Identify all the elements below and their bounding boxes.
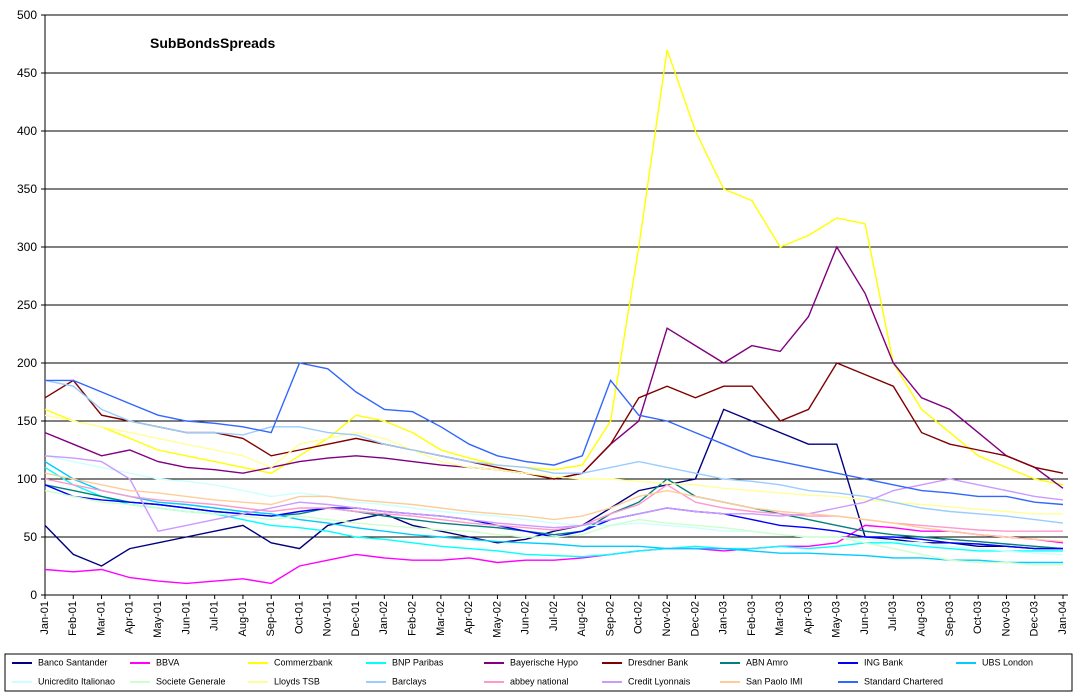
- x-tick-label: Aug-03: [916, 601, 928, 636]
- legend-label: ING Bank: [864, 657, 904, 667]
- y-tick-label: 100: [17, 472, 37, 486]
- legend: Banco Santander BBVA Commerzbank BNP Pariba…: [12, 657, 1033, 686]
- legend-label: San Paolo IMI: [746, 676, 803, 686]
- legend-label: ABN Amro: [746, 657, 788, 667]
- legend-box: [4, 653, 1073, 692]
- x-tick-label: Sep-03: [944, 601, 956, 636]
- y-tick-label: 350: [17, 182, 37, 196]
- x-tick-label: Aug-02: [576, 601, 588, 636]
- x-tick-label: Apr-03: [802, 601, 814, 634]
- series-line: [45, 362, 1064, 506]
- y-tick-label: 200: [17, 356, 37, 370]
- legend-label: BNP Paribas: [392, 657, 444, 667]
- x-tick-label: Mar-02: [435, 601, 447, 636]
- legend-label: Dresdner Bank: [628, 657, 689, 667]
- y-tick-label: 150: [17, 414, 37, 428]
- x-tick-label: Dec-02: [689, 601, 701, 636]
- x-tick-label: Oct-02: [633, 601, 645, 634]
- series-line: [44, 472, 1064, 543]
- chart-title: SubBondsSpreads: [150, 35, 275, 51]
- y-tick-label: 0: [30, 588, 37, 602]
- legend-label: Credit Lyonnais: [628, 676, 691, 686]
- y-tick-label: 400: [17, 124, 37, 138]
- x-tick-label: Mar-03: [774, 601, 786, 636]
- legend-label: Standard Chartered: [864, 676, 943, 686]
- series-line: [44, 489, 1063, 566]
- x-tick-label: Jun-03: [859, 601, 871, 635]
- x-tick-label: Feb-01: [67, 601, 79, 636]
- series-line: [44, 455, 1064, 556]
- legend-label: Unicredito Italionao: [38, 676, 115, 686]
- x-tick-label: Nov-03: [1000, 601, 1012, 636]
- x-tick-label: May-01: [152, 601, 164, 638]
- x-tick-label: Oct-03: [972, 601, 984, 634]
- series-line: [44, 408, 1063, 567]
- x-tick-label: Oct-01: [293, 601, 305, 634]
- legend-label: Lloyds TSB: [274, 676, 320, 686]
- x-tick-label: Jan-03: [718, 601, 730, 635]
- x-tick-label: Jun-01: [180, 601, 192, 635]
- x-tick-label: Dec-01: [350, 601, 362, 636]
- series-line: [44, 379, 1064, 524]
- legend-label: UBS London: [982, 657, 1033, 667]
- x-tick-label: Jun-02: [520, 601, 532, 635]
- x-tick-label: Jul-02: [548, 601, 560, 631]
- x-tick-label: Nov-02: [661, 601, 673, 636]
- x-tick-label: May-03: [831, 601, 843, 638]
- x-tick-label: Aug-01: [237, 601, 249, 636]
- series-line: [44, 524, 1064, 585]
- x-tick-label: Sep-02: [604, 601, 616, 636]
- x-tick-label: Mar-01: [95, 601, 107, 636]
- y-tick-label: 500: [17, 8, 37, 22]
- x-tick-label: Nov-01: [322, 601, 334, 636]
- y-tick-label: 300: [17, 240, 37, 254]
- x-tick-label: Jan-01: [39, 601, 51, 635]
- x-tick-label: Jul-03: [887, 601, 899, 631]
- x-tick-label: Jul-01: [209, 601, 221, 631]
- series-line: [44, 461, 1063, 564]
- y-tick-label: 250: [17, 298, 37, 312]
- x-tick-label: Apr-01: [124, 601, 136, 634]
- legend-label: Commerzbank: [274, 657, 333, 667]
- x-tick-label: Apr-02: [463, 601, 475, 634]
- x-tick-label: Jan-02: [378, 601, 390, 635]
- x-tick-label: Feb-02: [407, 601, 419, 636]
- y-tick-label: 450: [17, 66, 37, 80]
- legend-label: abbey national: [510, 676, 569, 686]
- x-tick-label: Dec-03: [1029, 601, 1041, 636]
- x-tick-label: Sep-01: [265, 601, 277, 636]
- legend-label: Societe Generale: [156, 676, 226, 686]
- legend-label: Barclays: [392, 676, 427, 686]
- x-tick-label: May-02: [491, 601, 503, 638]
- series-line: [44, 455, 1064, 532]
- legend-label: Banco Santander: [38, 657, 108, 667]
- legend-label: BBVA: [156, 657, 179, 667]
- x-tick-label: Jan-04: [1057, 601, 1069, 635]
- legend-label: Bayerische Hypo: [510, 657, 578, 667]
- y-tick-label: 50: [24, 530, 38, 544]
- x-tick-label: Feb-03: [746, 601, 758, 636]
